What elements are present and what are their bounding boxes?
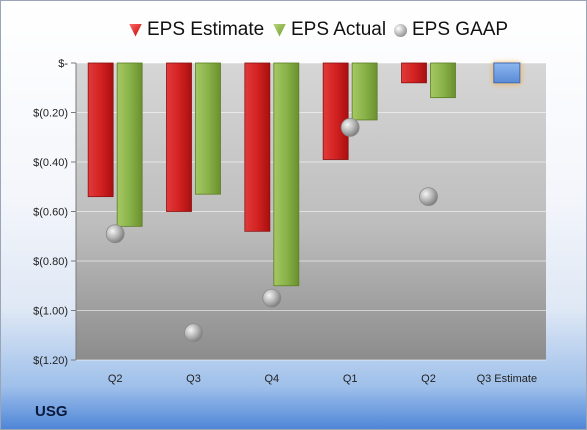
legend: EPS Estimate EPS Actual EPS GAAP [1,17,586,43]
point-eps-gaap [262,288,282,308]
y-tick-label: $- [58,58,68,70]
bar-future-estimate [493,62,521,84]
bar-eps-actual [351,62,378,121]
x-tick-label: Q4 [264,373,279,385]
y-tick-label: $(0.80) [33,256,68,268]
y-tick-label: $(0.60) [33,207,68,219]
legend-item-gaap: EPS GAAP [394,17,508,43]
bar-eps-estimate [87,62,114,198]
bar-eps-estimate [244,62,271,232]
bar-eps-actual [430,62,456,99]
x-tick-label: Q2 [108,373,123,385]
y-tick-label: $(1.20) [33,355,68,367]
bar-eps-estimate [401,62,427,84]
y-tick-label: $(0.20) [33,108,68,120]
legend-gaap-swatch [394,23,407,37]
point-eps-gaap [184,323,203,343]
point-eps-gaap [419,187,438,207]
y-tick-label: $(0.40) [33,157,68,169]
legend-gaap-label: EPS GAAP [412,19,509,40]
x-tick-label: Q1 [343,373,358,385]
legend-item-estimate: EPS Estimate [129,17,264,43]
bar-eps-actual [116,62,143,227]
x-tick-label: Q2 [421,373,436,385]
point-eps-gaap [340,117,360,137]
point-eps-gaap [105,224,125,244]
bar-eps-actual [195,62,221,195]
y-tick-label: $(1.00) [33,306,68,318]
x-tick-label: Q3 Estimate [477,373,538,385]
bar-eps-estimate [322,62,349,160]
x-tick-label: Q3 [186,373,201,385]
company-ticker: USG [35,403,68,420]
legend-item-actual: EPS Actual [273,17,386,43]
legend-estimate-label: EPS Estimate [147,19,265,40]
bar-eps-actual [273,62,300,287]
legend-actual-label: EPS Actual [291,19,387,40]
bar-eps-estimate [166,62,192,212]
